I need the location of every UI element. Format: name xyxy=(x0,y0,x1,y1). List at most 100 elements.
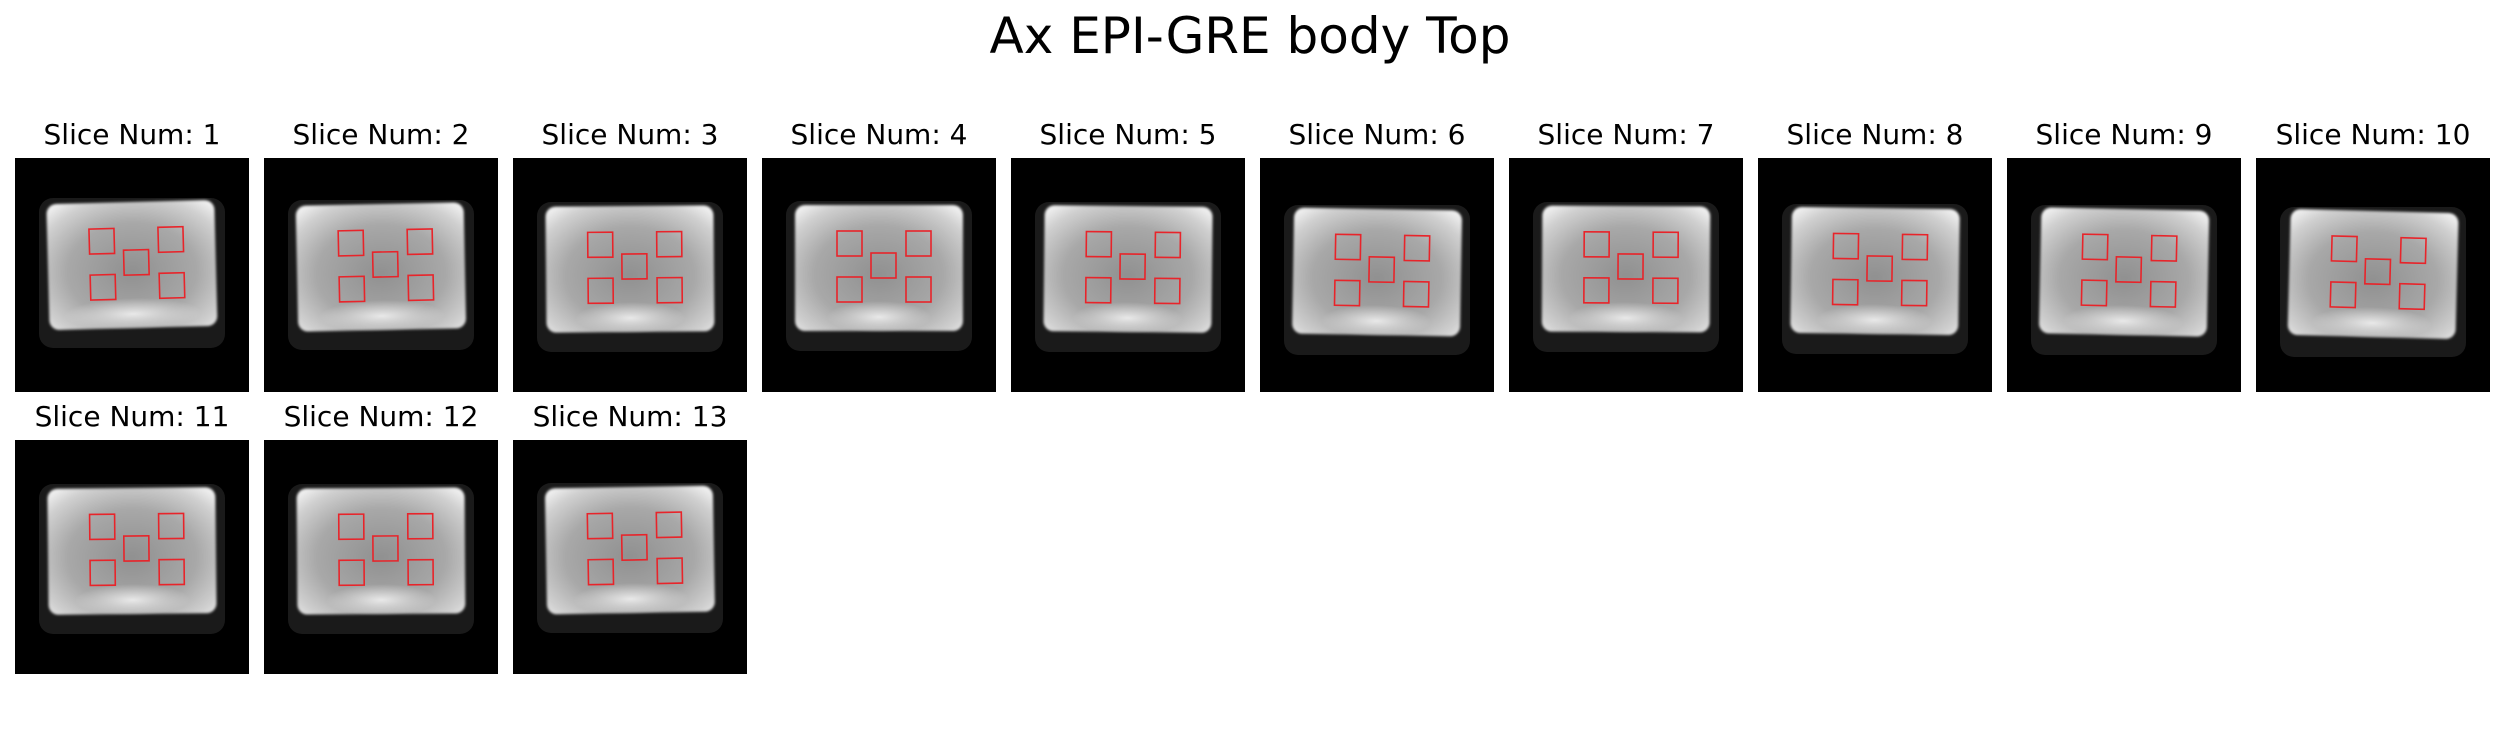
roi-box xyxy=(656,557,684,585)
mri-slice-image xyxy=(264,158,498,392)
phantom-highlight xyxy=(573,582,689,616)
roi-box xyxy=(655,230,683,258)
roi-box xyxy=(586,512,614,540)
roi-box xyxy=(2398,282,2426,311)
roi-box xyxy=(656,276,684,304)
roi-box xyxy=(89,273,117,301)
roi-box xyxy=(1583,276,1610,304)
mri-slice-image xyxy=(15,158,249,392)
phantom-highlight xyxy=(2311,306,2433,340)
roi-box xyxy=(1900,279,1928,307)
roi-box xyxy=(1832,232,1860,260)
roi-box xyxy=(836,276,863,303)
roi-box xyxy=(2115,256,2143,284)
roi-box xyxy=(1154,231,1182,259)
phantom-highlight xyxy=(74,583,191,617)
roi-box xyxy=(157,512,185,540)
slice-title: Slice Num: 13 xyxy=(532,400,728,433)
roi-box xyxy=(338,559,366,587)
roi-box xyxy=(1333,279,1361,307)
roi-box xyxy=(122,535,150,562)
mri-slice-image xyxy=(1011,158,1245,392)
roi-box xyxy=(337,513,365,541)
slice-title: Slice Num: 5 xyxy=(1039,118,1217,151)
roi-box xyxy=(836,230,863,257)
roi-box xyxy=(2150,234,2178,262)
slice-title: Slice Num: 6 xyxy=(1288,118,1466,151)
roi-box xyxy=(407,558,435,586)
roi-box xyxy=(1153,277,1181,305)
slice-title: Slice Num: 11 xyxy=(34,400,230,433)
roi-box xyxy=(371,250,399,278)
roi-box xyxy=(337,229,365,257)
slice-title: Slice Num: 12 xyxy=(283,400,479,433)
slice-title: Slice Num: 2 xyxy=(292,118,470,151)
mri-slice-image xyxy=(1509,158,1743,392)
phantom-highlight xyxy=(64,297,202,331)
roi-box xyxy=(2330,235,2358,263)
roi-box xyxy=(587,558,615,586)
roi-box xyxy=(2364,257,2392,286)
mri-slice-image xyxy=(513,440,747,674)
roi-box xyxy=(158,271,186,300)
roi-box xyxy=(1084,276,1112,304)
mri-slice-image xyxy=(762,158,996,392)
roi-box xyxy=(1617,253,1644,280)
mri-slice-image xyxy=(1260,158,1494,392)
roi-box xyxy=(338,275,366,303)
roi-box xyxy=(586,231,614,259)
roi-box xyxy=(1866,255,1894,283)
mri-slice-image xyxy=(513,158,747,392)
phantom-highlight xyxy=(575,301,686,335)
slice-title: Slice Num: 8 xyxy=(1786,118,1964,151)
mri-slice-image xyxy=(15,440,249,674)
roi-box xyxy=(905,276,932,303)
mri-slice-image xyxy=(1758,158,1992,392)
roi-box xyxy=(372,535,399,562)
slice-title: Slice Num: 1 xyxy=(43,118,221,151)
roi-box xyxy=(2399,236,2427,265)
figure-title: Ax EPI-GRE body Top xyxy=(989,7,1511,65)
roi-box xyxy=(1652,277,1679,305)
slice-title: Slice Num: 7 xyxy=(1537,118,1715,151)
roi-box xyxy=(1368,256,1396,284)
roi-box xyxy=(1402,280,1430,308)
slice-title: Slice Num: 10 xyxy=(2275,118,2471,151)
slice-title: Slice Num: 4 xyxy=(790,118,968,151)
roi-box xyxy=(620,533,648,561)
phantom-highlight xyxy=(1568,301,1684,335)
roi-box xyxy=(1085,230,1113,258)
roi-box xyxy=(158,558,186,586)
phantom-highlight xyxy=(2062,304,2184,338)
roi-box xyxy=(905,230,932,257)
phantom-highlight xyxy=(326,583,437,617)
roi-box xyxy=(88,227,116,255)
roi-box xyxy=(2149,280,2177,308)
slice-title: Slice Num: 9 xyxy=(2035,118,2213,151)
roi-box xyxy=(1901,233,1929,261)
slice-title: Slice Num: 3 xyxy=(541,118,719,151)
roi-box xyxy=(1831,278,1859,306)
roi-box xyxy=(2081,233,2109,261)
roi-box xyxy=(88,513,116,541)
roi-box xyxy=(587,277,615,305)
roi-box xyxy=(406,228,434,256)
mri-slice-image xyxy=(2256,158,2490,392)
phantom-highlight xyxy=(318,299,446,333)
phantom-highlight xyxy=(1816,303,1933,337)
roi-box xyxy=(1652,231,1680,259)
roi-box xyxy=(1583,230,1611,258)
roi-box xyxy=(2329,281,2357,309)
roi-box xyxy=(406,512,434,540)
phantom-highlight xyxy=(1072,301,1183,335)
roi-box xyxy=(122,248,150,277)
roi-box xyxy=(2080,279,2108,307)
phantom-highlight xyxy=(826,301,932,333)
roi-box xyxy=(1119,253,1147,280)
roi-box xyxy=(870,252,897,279)
roi-box xyxy=(621,253,648,280)
roi-box xyxy=(407,274,435,302)
roi-box xyxy=(1334,233,1362,261)
roi-box xyxy=(157,225,185,254)
mri-slice-image xyxy=(264,440,498,674)
